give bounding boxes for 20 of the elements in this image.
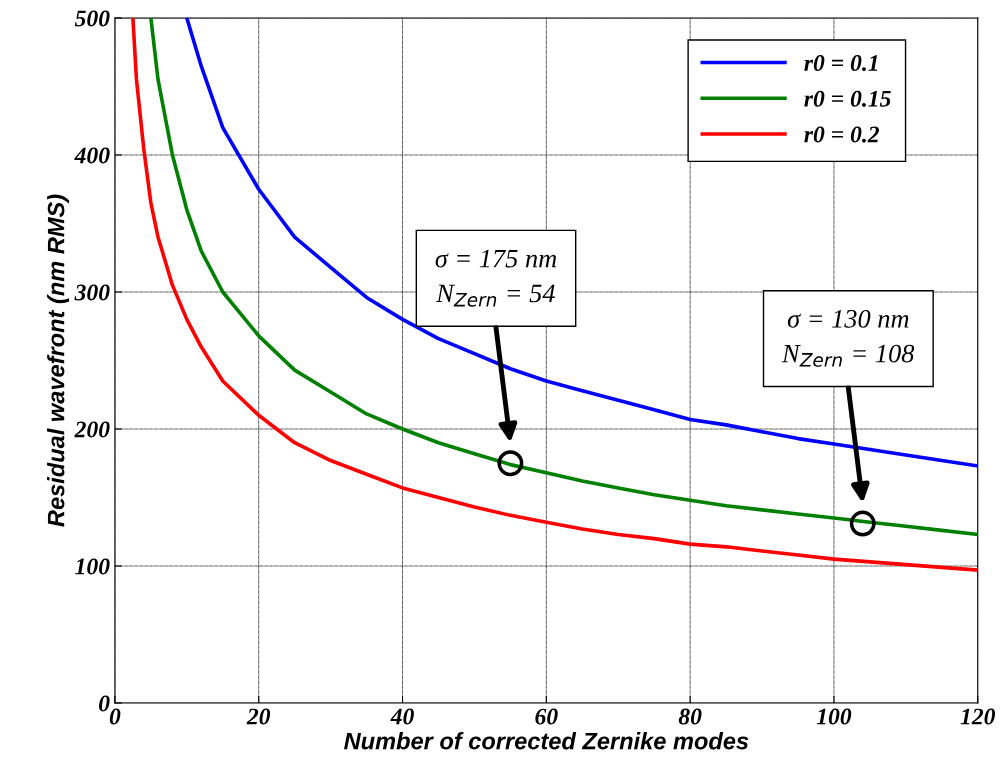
legend-label: r0 = 0.15 bbox=[804, 90, 891, 107]
legend-label: r0 = 0.1 bbox=[804, 55, 878, 72]
x-tick-label: 60 bbox=[535, 708, 558, 725]
x-tick-label: 40 bbox=[390, 708, 414, 725]
annotation: σ = 130 nm N$_{Zern}$ = 108 bbox=[781, 309, 915, 367]
x-tick-label: 20 bbox=[246, 708, 271, 725]
x-axis-title: Number of corrected Zernike modes bbox=[344, 732, 749, 750]
legend-label: r0 = 0.2 bbox=[804, 126, 880, 143]
x-tick-label: 0 bbox=[109, 708, 121, 725]
x-tick-label: 80 bbox=[678, 708, 702, 725]
y-tick-label: 300 bbox=[74, 284, 110, 301]
y-axis-title: Residual wavefront (nm RMS) bbox=[47, 194, 70, 527]
y-tick-label: 100 bbox=[75, 558, 110, 575]
x-tick-label: 120 bbox=[960, 708, 996, 725]
y-tick-label: 500 bbox=[74, 10, 110, 27]
y-tick-label: 400 bbox=[74, 147, 110, 164]
y-tick-label: 0 bbox=[99, 695, 110, 712]
x-tick-label: 100 bbox=[816, 708, 852, 725]
annotation: σ = 175 nm N$_{Zern}$ = 54 bbox=[435, 249, 557, 307]
y-tick-label: 200 bbox=[74, 421, 110, 438]
